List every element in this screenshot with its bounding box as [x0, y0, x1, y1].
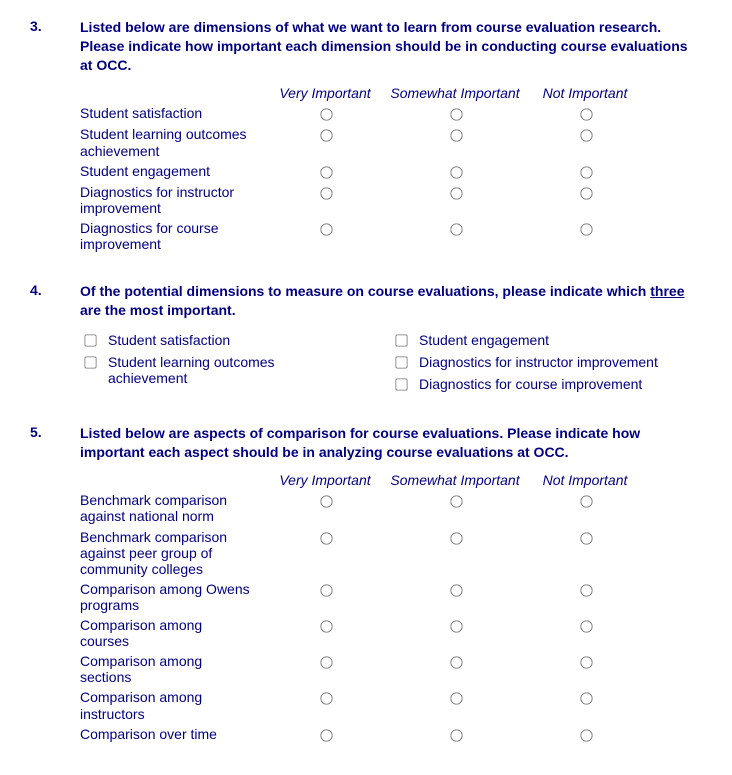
q3-row-2-radio-somewhat[interactable] [450, 166, 462, 178]
q3-row-3-label: Diagnostics for instructor improvement [80, 182, 260, 218]
q5-row-6-radio-very[interactable] [320, 729, 332, 741]
q3-row-3-radio-not[interactable] [580, 187, 592, 199]
q4-text-post: are the most important. [80, 302, 236, 318]
q3-row-0-label: Student satisfaction [80, 103, 260, 123]
q4-label-right-0: Student engagement [419, 332, 549, 348]
question-5-number: 5. [30, 424, 80, 745]
q4-label-left-0: Student satisfaction [108, 332, 230, 348]
question-5-matrix: Very Important Somewhat Important Not Im… [80, 472, 702, 745]
q5-row-1-label: Benchmark comparison against peer group … [80, 527, 260, 579]
q5-row-5-radio-somewhat[interactable] [450, 693, 462, 705]
q5-row-3-radio-not[interactable] [580, 620, 592, 632]
question-4-options: Student satisfaction Student learning ou… [80, 330, 702, 396]
q5-row-0-radio-not[interactable] [580, 496, 592, 508]
q4-checkbox-student-satisfaction[interactable] [84, 334, 96, 346]
q3-row-2-label: Student engagement [80, 161, 260, 181]
q4-item-right-2: Diagnostics for course improvement [391, 374, 702, 396]
q5-row-6-label: Comparison over time [80, 724, 260, 744]
question-3-number: 3. [30, 18, 80, 254]
question-4-text: Of the potential dimensions to measure o… [80, 282, 702, 320]
q4-checkbox-course-improvement[interactable] [395, 378, 407, 390]
q5-colhdr-somewhat: Somewhat Important [390, 472, 520, 491]
q3-colhdr-very: Very Important [260, 85, 390, 104]
q5-row-1-radio-not[interactable] [580, 532, 592, 544]
q5-row-5-radio-very[interactable] [320, 693, 332, 705]
q5-row-1-radio-somewhat[interactable] [450, 532, 462, 544]
q4-checkbox-learning-outcomes[interactable] [84, 356, 96, 368]
q4-item-left-0: Student satisfaction [80, 330, 391, 352]
q5-row-0-radio-somewhat[interactable] [450, 496, 462, 508]
q5-row-3-radio-somewhat[interactable] [450, 620, 462, 632]
q4-text-pre: Of the potential dimensions to measure o… [80, 283, 650, 299]
question-4-body: Of the potential dimensions to measure o… [80, 282, 702, 396]
q3-row-4-radio-very[interactable] [320, 223, 332, 235]
question-3-text: Listed below are dimensions of what we w… [80, 18, 702, 75]
question-5-body: Listed below are aspects of comparison f… [80, 424, 702, 745]
question-5-text: Listed below are aspects of comparison f… [80, 424, 702, 462]
q5-row-4-label: Comparison among sections [80, 651, 260, 687]
q4-item-left-1: Student learning outcomes achievement [80, 352, 391, 388]
q4-checkbox-instructor-improvement[interactable] [395, 356, 407, 368]
q3-row-2-radio-not[interactable] [580, 166, 592, 178]
q3-row-0-radio-somewhat[interactable] [450, 109, 462, 121]
q5-row-0-radio-very[interactable] [320, 496, 332, 508]
q4-item-right-1: Diagnostics for instructor improvement [391, 352, 702, 374]
q4-label-right-2: Diagnostics for course improvement [419, 376, 642, 392]
q5-row-4-radio-not[interactable] [580, 657, 592, 669]
q3-colhdr-somewhat: Somewhat Important [390, 85, 520, 104]
q3-colhdr-not: Not Important [520, 85, 650, 104]
q3-row-1-radio-not[interactable] [580, 130, 592, 142]
q5-row-4-radio-very[interactable] [320, 657, 332, 669]
q3-row-3-radio-somewhat[interactable] [450, 187, 462, 199]
question-5: 5. Listed below are aspects of compariso… [30, 424, 702, 745]
question-3-matrix: Very Important Somewhat Important Not Im… [80, 85, 702, 254]
q3-row-4-label: Diagnostics for course improvement [80, 218, 260, 254]
q5-row-6-radio-somewhat[interactable] [450, 729, 462, 741]
q5-colhdr-not: Not Important [520, 472, 650, 491]
question-4-number: 4. [30, 282, 80, 396]
q3-row-0-radio-not[interactable] [580, 109, 592, 121]
q4-checkbox-student-engagement[interactable] [395, 334, 407, 346]
q5-row-2-label: Comparison among Owens programs [80, 579, 260, 615]
q4-text-underlined: three [650, 283, 684, 299]
q4-label-left-1: Student learning outcomes achievement [108, 354, 308, 386]
q3-row-3-radio-very[interactable] [320, 187, 332, 199]
q5-row-2-radio-somewhat[interactable] [450, 584, 462, 596]
q3-row-1-radio-somewhat[interactable] [450, 130, 462, 142]
q4-col-left: Student satisfaction Student learning ou… [80, 330, 391, 396]
q5-row-1-radio-very[interactable] [320, 532, 332, 544]
q5-row-3-label: Comparison among courses [80, 615, 260, 651]
q3-row-2-radio-very[interactable] [320, 166, 332, 178]
q5-row-5-label: Comparison among instructors [80, 687, 260, 723]
q4-item-right-0: Student engagement [391, 330, 702, 352]
question-3: 3. Listed below are dimensions of what w… [30, 18, 702, 254]
q3-row-1-label: Student learning outcomes achievement [80, 124, 260, 160]
q3-row-1-radio-very[interactable] [320, 130, 332, 142]
q5-row-6-radio-not[interactable] [580, 729, 592, 741]
q3-row-0-radio-very[interactable] [320, 109, 332, 121]
question-4: 4. Of the potential dimensions to measur… [30, 282, 702, 396]
q5-row-4-radio-somewhat[interactable] [450, 657, 462, 669]
q5-row-2-radio-not[interactable] [580, 584, 592, 596]
q5-row-2-radio-very[interactable] [320, 584, 332, 596]
question-3-body: Listed below are dimensions of what we w… [80, 18, 702, 254]
q5-row-5-radio-not[interactable] [580, 693, 592, 705]
q5-row-3-radio-very[interactable] [320, 620, 332, 632]
q5-colhdr-very: Very Important [260, 472, 390, 491]
q4-col-right: Student engagement Diagnostics for instr… [391, 330, 702, 396]
q3-row-4-radio-somewhat[interactable] [450, 223, 462, 235]
q4-label-right-1: Diagnostics for instructor improvement [419, 354, 658, 370]
q5-row-0-label: Benchmark comparison against national no… [80, 490, 260, 526]
q3-row-4-radio-not[interactable] [580, 223, 592, 235]
